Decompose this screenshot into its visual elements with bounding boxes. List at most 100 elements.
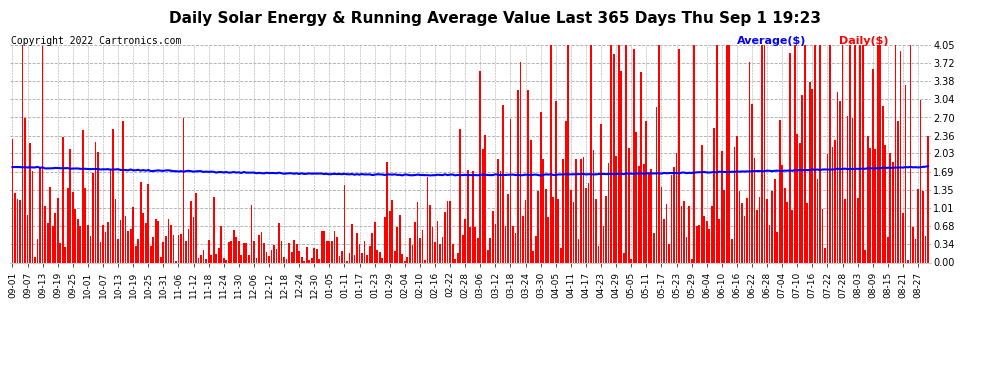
Bar: [528, 90, 529, 262]
Bar: [248, 255, 249, 262]
Bar: [412, 245, 413, 262]
Bar: [678, 49, 680, 262]
Bar: [849, 45, 851, 262]
Bar: [311, 258, 313, 262]
Bar: [638, 166, 640, 262]
Bar: [510, 118, 512, 262]
Bar: [877, 45, 879, 262]
Bar: [334, 231, 336, 262]
Bar: [812, 89, 813, 262]
Bar: [779, 120, 780, 262]
Bar: [688, 206, 690, 262]
Bar: [40, 168, 41, 262]
Bar: [776, 232, 778, 262]
Bar: [293, 240, 295, 262]
Bar: [696, 226, 698, 262]
Bar: [655, 107, 657, 262]
Bar: [464, 219, 466, 262]
Bar: [138, 239, 139, 262]
Bar: [648, 173, 649, 262]
Bar: [472, 171, 473, 262]
Bar: [188, 230, 189, 262]
Bar: [522, 216, 524, 262]
Bar: [298, 251, 300, 262]
Text: Copyright 2022 Cartronics.com: Copyright 2022 Cartronics.com: [11, 36, 181, 46]
Text: Average($): Average($): [738, 36, 807, 46]
Bar: [882, 106, 884, 262]
Bar: [218, 248, 220, 262]
Bar: [351, 224, 352, 262]
Bar: [588, 183, 589, 262]
Bar: [547, 216, 549, 262]
Bar: [459, 129, 461, 262]
Bar: [698, 225, 700, 262]
Bar: [799, 143, 801, 262]
Bar: [570, 189, 572, 262]
Bar: [721, 151, 723, 262]
Bar: [296, 244, 298, 262]
Bar: [915, 239, 917, 262]
Bar: [538, 191, 539, 262]
Bar: [925, 236, 927, 262]
Bar: [645, 121, 647, 262]
Bar: [12, 139, 13, 262]
Bar: [766, 199, 768, 262]
Bar: [887, 237, 889, 262]
Bar: [729, 45, 731, 262]
Bar: [152, 237, 154, 262]
Bar: [449, 201, 451, 262]
Bar: [59, 243, 61, 262]
Bar: [331, 241, 333, 262]
Bar: [402, 254, 403, 262]
Bar: [281, 241, 282, 262]
Bar: [791, 210, 793, 262]
Bar: [356, 232, 358, 262]
Bar: [424, 260, 426, 262]
Bar: [827, 154, 829, 262]
Bar: [907, 261, 909, 262]
Bar: [535, 236, 537, 262]
Bar: [47, 223, 49, 262]
Bar: [208, 240, 210, 262]
Bar: [231, 241, 232, 262]
Bar: [756, 210, 758, 262]
Bar: [200, 255, 202, 262]
Bar: [889, 153, 891, 262]
Bar: [693, 45, 695, 262]
Bar: [726, 45, 728, 262]
Bar: [368, 246, 370, 262]
Bar: [829, 45, 831, 262]
Bar: [872, 69, 873, 262]
Bar: [549, 45, 551, 262]
Bar: [884, 145, 886, 262]
Bar: [802, 95, 803, 262]
Bar: [753, 158, 755, 262]
Bar: [663, 219, 665, 262]
Bar: [170, 225, 172, 262]
Bar: [255, 258, 257, 262]
Bar: [603, 226, 605, 262]
Bar: [100, 242, 101, 262]
Bar: [544, 189, 546, 262]
Bar: [105, 232, 106, 262]
Bar: [492, 211, 494, 262]
Bar: [84, 188, 86, 262]
Bar: [246, 243, 248, 262]
Bar: [714, 128, 715, 262]
Bar: [19, 200, 21, 262]
Bar: [575, 159, 577, 262]
Bar: [675, 153, 677, 262]
Bar: [236, 237, 238, 262]
Bar: [143, 213, 145, 262]
Bar: [314, 248, 315, 262]
Bar: [87, 225, 89, 262]
Bar: [371, 233, 373, 262]
Bar: [110, 170, 112, 262]
Bar: [585, 188, 587, 262]
Bar: [530, 140, 532, 262]
Text: Daily($): Daily($): [839, 36, 888, 46]
Bar: [195, 193, 197, 262]
Bar: [213, 197, 215, 262]
Bar: [854, 45, 856, 262]
Bar: [283, 258, 285, 262]
